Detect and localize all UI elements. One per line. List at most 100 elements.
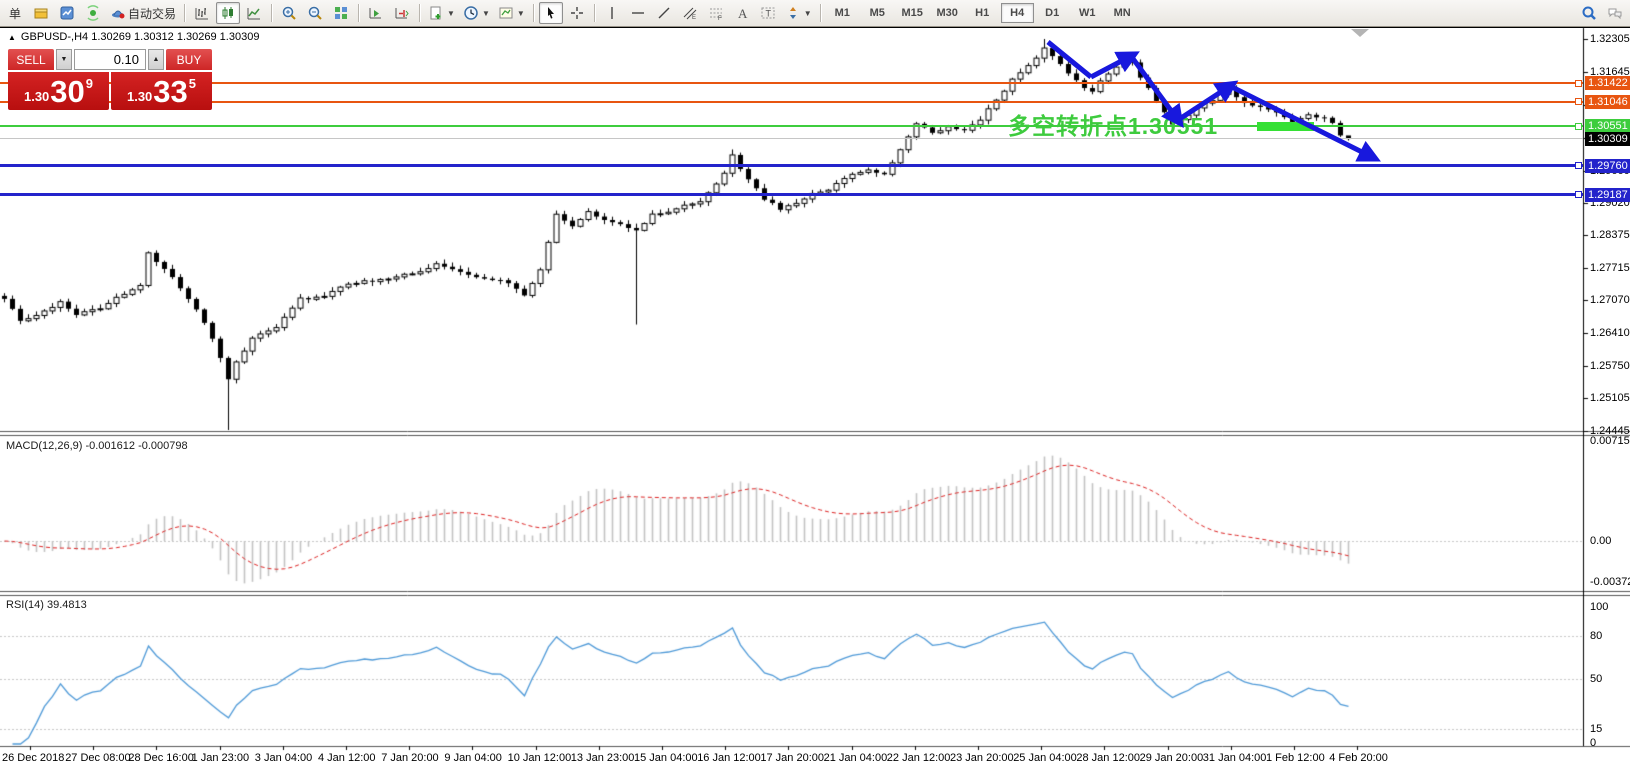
time-axis-tick: 17 Jan 20:00 [760,752,825,764]
timeframe-button-h4[interactable]: H4 [1000,3,1034,23]
candlestick-chart-type-icon[interactable] [216,2,241,24]
sell-button[interactable]: SELL [8,49,54,70]
level-connector-handle[interactable] [1575,191,1582,198]
volume-up-button[interactable]: ▲ [148,49,164,70]
pivot-line[interactable] [0,125,1583,128]
bar-chart-type-icon-icon [195,8,209,20]
level-connector-handle[interactable] [1575,98,1582,106]
market-watch-icon-icon [34,8,48,19]
buy-price-button[interactable]: 1.30 33 5 [111,72,212,110]
trendline-tool[interactable] [652,2,676,24]
macd-indicator-label: MACD(12,26,9) -0.001612 -0.000798 [6,440,188,452]
tile-windows-icon[interactable] [329,2,353,24]
rsi-axis-tick: 50 [1590,673,1603,685]
toolbar-separator [271,4,273,22]
candlestick-chart-type-icon-icon [222,7,234,19]
new-order-button[interactable]: 单 [8,6,21,21]
timeframe-button-m5[interactable]: M5 [869,7,885,19]
timeframe-button-m1[interactable]: M1 [834,7,850,19]
toolbar-separator [419,4,421,22]
sell-price-button[interactable]: 1.30 30 9 [8,72,109,110]
time-axis-tick: 1 Jan 23:00 [191,752,250,764]
vertical-line-tool[interactable] [600,2,624,24]
zoom-out-icon-icon [308,6,322,20]
volume-down-button[interactable]: ▼ [56,49,72,70]
dropdown-caret-icon: ▼ [803,8,812,18]
cursor-tool-button[interactable] [538,2,563,24]
crosshair-tool-button[interactable] [565,2,589,24]
collapse-panel-icon[interactable]: ▲ [8,32,16,42]
level-connector-handle[interactable] [1575,162,1582,170]
horizontal-line-tool[interactable] [626,2,650,24]
chart-shift-marker[interactable] [1351,29,1369,37]
volume-input[interactable]: 0.10 [74,49,146,70]
resistance-line-1[interactable] [0,82,1583,85]
toolbar-right-group [1576,2,1628,24]
svg-text:E: E [692,15,696,21]
bar-chart-type-icon[interactable] [190,2,214,24]
toolbar: 单 自动交易 ▼ ▼ ▼ E F A T ▼ M1 M5 M15 M30 H1 H4 D1 W1 MN [0,0,1630,27]
text-tool[interactable]: A [730,2,754,24]
price-axis-tick: 1.25105 [1590,392,1630,405]
time-axis-tick: 28 Jan 12:00 [1076,752,1141,764]
chat-button[interactable] [1603,2,1627,24]
timeframe-button-mn[interactable]: MN [1113,7,1131,19]
timeframe-button-h1[interactable]: H1 [975,7,990,19]
pivot-annotation-text[interactable]: 多空转折点1.30551 [1008,113,1219,139]
rsi-axis-tick: 0 [1590,737,1597,749]
zoom-in-icon[interactable] [277,2,301,24]
time-axis-tick: 4 Jan 12:00 [318,752,376,764]
line-chart-type-icon-icon [247,8,261,20]
buy-button[interactable]: BUY [166,49,212,70]
toolbar-separator [532,4,534,22]
auto-scroll-icon[interactable] [364,2,388,24]
resistance-line-2[interactable] [0,100,1583,103]
indicators-button[interactable]: ▼ [425,2,458,24]
timeframe-button-m15[interactable]: M15 [901,7,923,19]
support-highlight-rectangle[interactable] [1257,122,1314,131]
arrows-tool[interactable]: ▼ [782,2,815,24]
rsi-axis-tick: 80 [1590,629,1603,642]
time-axis-tick: 10 Jan 12:00 [507,752,572,764]
macd-axis-tick: 0.00 [1590,535,1612,547]
zoom-out-icon[interactable] [303,2,327,24]
timeframe-button-d1[interactable]: D1 [1045,7,1060,19]
price-badge: 1.29187 [1585,187,1630,202]
time-axis-tick: 13 Jan 23:00 [570,752,635,764]
price-axis-tick: 1.27070 [1590,294,1630,307]
time-axis-tick: 22 Jan 12:00 [886,752,951,764]
timeframe-button-w1[interactable]: W1 [1078,7,1096,19]
market-watch-icon[interactable] [29,2,53,24]
autotrading-icon [112,10,125,19]
price-axis-tick: 1.28375 [1590,229,1630,241]
search-button[interactable] [1577,2,1601,24]
symbol-ohlc-title: GBPUSD-,H4 1.30269 1.30312 1.30269 1.303… [20,31,260,43]
text-tool-icon: A [738,6,748,21]
arrows-tool-icon [789,7,796,19]
fibonacci-tool[interactable]: F [704,2,728,24]
search-icon [1582,6,1596,20]
periods-button[interactable]: ▼ [460,2,493,24]
support-line-2[interactable] [0,193,1583,196]
bid-price-line[interactable] [0,138,1583,140]
level-connector-handle[interactable] [1575,122,1582,130]
dropdown-caret-icon: ▼ [447,8,455,18]
support-line-1[interactable] [0,164,1583,168]
line-chart-type-icon[interactable] [242,2,266,24]
timeframe-button-m30[interactable]: M30 [936,7,958,19]
channel-tool[interactable]: E [678,2,702,24]
new-chart-icon[interactable] [55,2,79,24]
autotrading-button[interactable]: 自动交易 [107,2,179,24]
signals-icon[interactable] [81,2,105,24]
level-connector-handle[interactable] [1575,79,1582,87]
sell-price-prefix: 1.30 [23,89,50,104]
label-tool[interactable]: T [756,2,780,24]
chart-shift-icon[interactable] [390,2,414,24]
templates-button[interactable]: ▼ [495,2,528,24]
chart-title-row: ▲ GBPUSD-,H4 1.30269 1.30312 1.30269 1.3… [8,31,259,43]
price-axis-tick: 1.24445 [1590,425,1630,437]
time-axis-tick: 7 Jan 20:00 [381,752,439,764]
time-axis-tick: 4 Feb 20:00 [1329,752,1388,764]
cursor-tool-icon [547,7,554,19]
